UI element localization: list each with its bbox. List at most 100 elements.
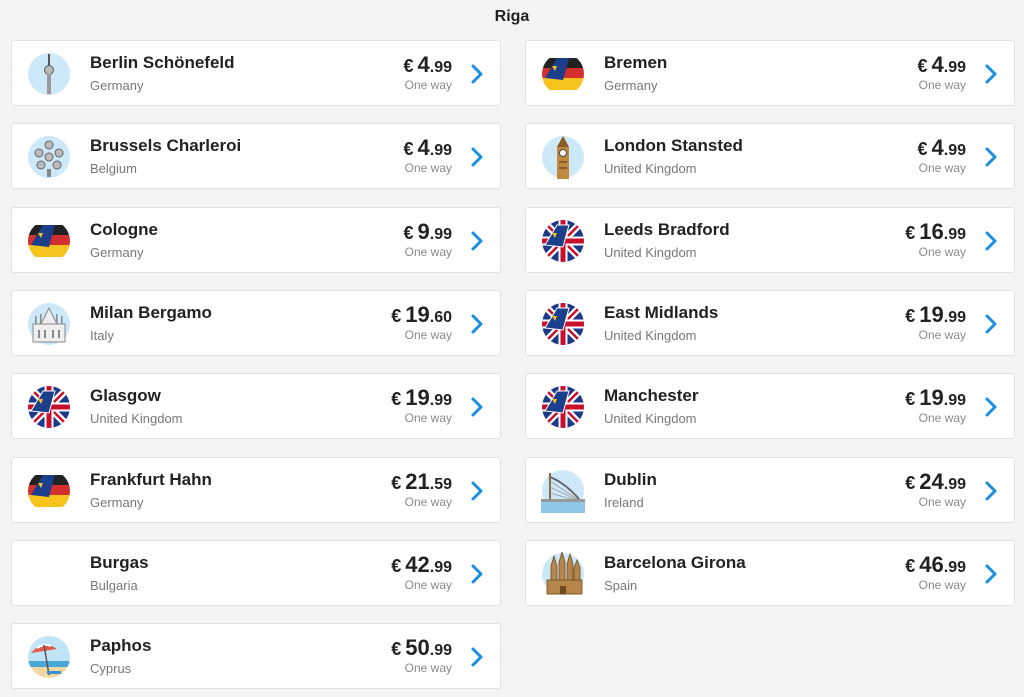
destination-country: United Kingdom — [604, 245, 697, 260]
destination-card[interactable]: Cologne Germany €9.99 One way — [11, 207, 501, 273]
chevron-right-icon[interactable] — [470, 646, 484, 668]
currency-symbol: € — [391, 639, 402, 659]
price-main: 16 — [919, 219, 944, 244]
destination-name: Burgas — [90, 553, 149, 572]
chevron-right-icon[interactable] — [984, 480, 998, 502]
trip-type-label: One way — [404, 578, 452, 592]
destination-name: East Midlands — [604, 303, 719, 322]
currency-symbol: € — [917, 139, 928, 159]
destination-name: Bremen — [604, 53, 668, 72]
currency-symbol: € — [403, 139, 414, 159]
destination-card[interactable]: Dublin Ireland €24.99 One way — [525, 457, 1015, 523]
destination-card[interactable]: Burgas Bulgaria €42.99 One way — [11, 540, 501, 606]
currency-symbol: € — [905, 306, 916, 326]
destination-card[interactable]: Bremen Germany €4.99 One way — [525, 40, 1015, 106]
destination-country: Belgium — [90, 161, 137, 176]
price-cents: .99 — [943, 476, 966, 493]
chevron-right-icon[interactable] — [984, 313, 998, 335]
destination-country: United Kingdom — [90, 411, 183, 426]
destination-card[interactable]: Leeds Bradford United Kingdom €16.99 One… — [525, 207, 1015, 273]
price-main: 19 — [919, 385, 944, 410]
destination-name: London Stansted — [604, 136, 743, 155]
currency-symbol: € — [391, 473, 402, 493]
germany-tail-icon — [27, 219, 71, 263]
destination-card[interactable]: Frankfurt Hahn Germany €21.59 One way — [11, 457, 501, 523]
currency-symbol: € — [403, 223, 414, 243]
destination-card[interactable]: Barcelona Girona Spain €46.99 One way — [525, 540, 1015, 606]
price: €19.99 — [391, 385, 452, 411]
destination-card[interactable]: East Midlands United Kingdom €19.99 One … — [525, 290, 1015, 356]
currency-symbol: € — [917, 56, 928, 76]
uk-tail-icon — [27, 385, 71, 429]
price-cents: .99 — [429, 642, 452, 659]
chevron-right-icon[interactable] — [984, 63, 998, 85]
sagrada-familia-icon — [541, 552, 585, 596]
price-cents: .99 — [943, 142, 966, 159]
price-cents: .99 — [943, 309, 966, 326]
dublin-spire-bridge-icon — [541, 469, 585, 513]
chevron-right-icon[interactable] — [470, 313, 484, 335]
trip-type-label: One way — [404, 495, 452, 509]
destination-country: United Kingdom — [604, 411, 697, 426]
destination-card[interactable]: Brussels Charleroi Belgium €4.99 One way — [11, 123, 501, 189]
price-cents: .99 — [943, 392, 966, 409]
destination-name: Milan Bergamo — [90, 303, 212, 322]
destination-card[interactable]: Berlin Schönefeld Germany €4.99 One way — [11, 40, 501, 106]
destination-card[interactable]: London Stansted United Kingdom €4.99 One… — [525, 123, 1015, 189]
chevron-right-icon[interactable] — [470, 146, 484, 168]
destination-country: Germany — [90, 495, 144, 510]
destination-name: Barcelona Girona — [604, 553, 746, 572]
price-main: 4 — [417, 52, 430, 77]
price-cents: .99 — [429, 226, 452, 243]
price: €50.99 — [391, 635, 452, 661]
chevron-right-icon[interactable] — [470, 480, 484, 502]
destination-country: Germany — [90, 78, 144, 93]
milan-cathedral-icon — [27, 302, 71, 346]
destination-country: United Kingdom — [604, 161, 697, 176]
trip-type-label: One way — [918, 161, 966, 175]
destination-card[interactable]: Glasgow United Kingdom €19.99 One way — [11, 373, 501, 439]
destination-name: Paphos — [90, 636, 152, 655]
price: €4.99 — [403, 52, 452, 78]
chevron-right-icon[interactable] — [984, 146, 998, 168]
germany-tail-icon — [541, 52, 585, 96]
destination-name: Dublin — [604, 470, 657, 489]
currency-symbol: € — [905, 223, 916, 243]
chevron-right-icon[interactable] — [470, 230, 484, 252]
price: €24.99 — [905, 469, 966, 495]
chevron-right-icon[interactable] — [470, 63, 484, 85]
destination-name: Manchester — [604, 386, 699, 405]
atomium-icon — [27, 135, 71, 179]
chevron-right-icon[interactable] — [470, 563, 484, 585]
chevron-right-icon[interactable] — [984, 230, 998, 252]
destination-country: United Kingdom — [604, 328, 697, 343]
trip-type-label: One way — [918, 245, 966, 259]
destination-name: Frankfurt Hahn — [90, 470, 212, 489]
price: €21.59 — [391, 469, 452, 495]
beach-umbrella-icon — [27, 635, 71, 679]
destination-card[interactable]: Paphos Cyprus €50.99 One way — [11, 623, 501, 689]
price: €19.99 — [905, 302, 966, 328]
price: €19.60 — [391, 302, 452, 328]
currency-symbol: € — [905, 556, 916, 576]
price-cents: .99 — [429, 59, 452, 76]
chevron-right-icon[interactable] — [984, 563, 998, 585]
currency-symbol: € — [905, 389, 916, 409]
price-cents: .60 — [429, 309, 452, 326]
destination-country: Bulgaria — [90, 578, 138, 593]
price: €16.99 — [905, 219, 966, 245]
chevron-right-icon[interactable] — [470, 396, 484, 418]
currency-symbol: € — [391, 556, 402, 576]
price-cents: .99 — [943, 559, 966, 576]
destination-name: Leeds Bradford — [604, 220, 730, 239]
destination-card[interactable]: Manchester United Kingdom €19.99 One way — [525, 373, 1015, 439]
chevron-right-icon[interactable] — [984, 396, 998, 418]
currency-symbol: € — [391, 389, 402, 409]
trip-type-label: One way — [918, 78, 966, 92]
trip-type-label: One way — [404, 245, 452, 259]
trip-type-label: One way — [918, 495, 966, 509]
destination-card[interactable]: Milan Bergamo Italy €19.60 One way — [11, 290, 501, 356]
price: €42.99 — [391, 552, 452, 578]
price-main: 21 — [405, 469, 430, 494]
destination-country: Spain — [604, 578, 638, 593]
